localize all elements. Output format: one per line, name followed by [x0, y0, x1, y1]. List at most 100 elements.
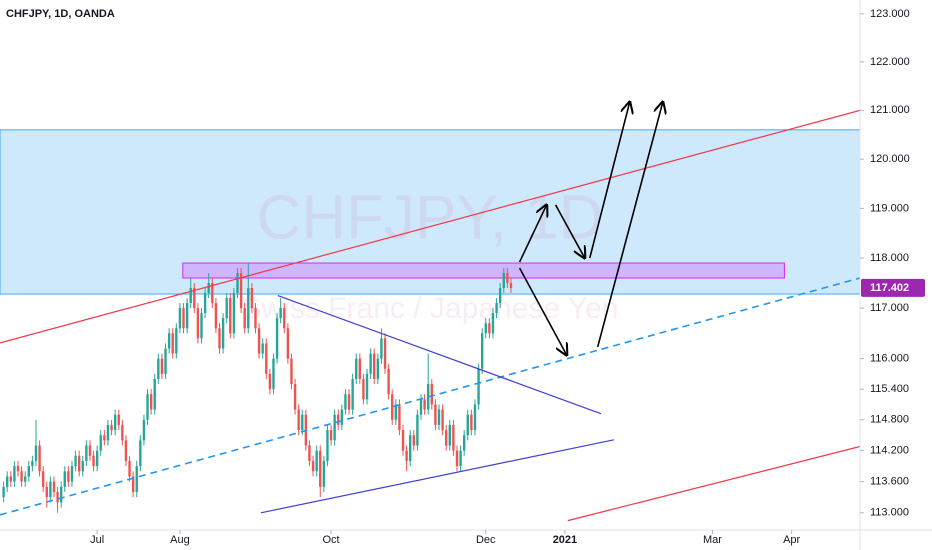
candle [409, 430, 412, 467]
candle-body [113, 414, 117, 431]
candle [67, 466, 70, 487]
candle [88, 440, 92, 461]
candle [52, 476, 56, 498]
candle [351, 373, 354, 415]
candle-body [49, 481, 52, 498]
arrow [554, 204, 585, 258]
candle [293, 378, 297, 415]
candle-body [142, 419, 146, 441]
candle-body [67, 471, 70, 482]
candle-body [272, 358, 275, 390]
candle [92, 450, 95, 472]
candle [31, 455, 34, 472]
candle [225, 293, 228, 324]
candle-body [301, 414, 304, 431]
candle-body [27, 466, 30, 477]
candle [347, 389, 351, 415]
last-price-label: 117.402 [870, 282, 909, 294]
candle-body [337, 414, 340, 425]
candle-body [229, 298, 232, 334]
candle-body [344, 394, 347, 410]
x-tick-label: Mar [703, 534, 722, 546]
candle-body [135, 466, 138, 493]
candle [488, 318, 491, 339]
candle-body [340, 409, 344, 425]
candle-body [41, 471, 45, 487]
candle [315, 445, 318, 477]
candle [387, 363, 390, 400]
candle [38, 440, 41, 477]
candle-body [236, 273, 239, 294]
candle-body [88, 445, 92, 456]
candle-body [257, 328, 261, 354]
candle [193, 283, 196, 314]
candle [113, 409, 117, 436]
candle-body [221, 318, 225, 349]
candle-body [268, 373, 272, 390]
candle [444, 424, 448, 451]
candle [9, 471, 12, 487]
candle [106, 419, 110, 446]
candle [247, 263, 250, 334]
candle [243, 303, 246, 334]
candle [391, 389, 394, 425]
candle-body [23, 476, 27, 482]
candle [405, 445, 408, 472]
candle-body [495, 303, 498, 314]
candle-body [293, 384, 297, 410]
candle-body [297, 409, 300, 431]
candle-body [423, 399, 426, 410]
candle [218, 323, 221, 354]
candle [128, 455, 131, 482]
candle [329, 424, 333, 446]
candle-body [480, 333, 484, 369]
candle-body [502, 273, 505, 289]
candle [13, 460, 16, 487]
candle [63, 466, 66, 493]
candle [311, 455, 315, 477]
candle-body [175, 328, 178, 354]
trend-line [0, 109, 860, 344]
candle [261, 338, 264, 359]
y-tick-label: 116.000 [870, 353, 909, 365]
candle [99, 430, 102, 456]
candle [401, 424, 405, 456]
candle [423, 394, 426, 415]
candle [455, 445, 459, 472]
candle-body [448, 424, 451, 446]
candle-body [167, 333, 171, 349]
candle-body [430, 384, 433, 405]
candle-body [391, 394, 394, 420]
x-tick-label: Apr [783, 534, 800, 546]
candle-body [70, 466, 74, 482]
candle [380, 328, 383, 364]
candle [182, 303, 185, 334]
candle-body [178, 308, 182, 329]
candle-body [498, 288, 502, 304]
trend-line [567, 445, 860, 522]
candle [135, 460, 138, 498]
candle-body [103, 435, 106, 441]
y-tick-label: 123.000 [870, 8, 910, 20]
candle [189, 278, 192, 309]
candle [272, 353, 275, 395]
candle-body [232, 293, 236, 334]
candle [103, 430, 106, 446]
y-tick-label: 120.000 [870, 153, 910, 165]
candle [211, 278, 214, 309]
candle [319, 445, 322, 498]
y-tick-label: 115.400 [870, 383, 909, 395]
candle-body [405, 450, 408, 461]
candle [110, 419, 113, 436]
candle-body [153, 378, 156, 410]
candle-body [59, 486, 63, 503]
candle-body [261, 343, 264, 354]
candle [459, 445, 462, 472]
candle [16, 460, 20, 477]
candle-body [308, 445, 311, 461]
candle [452, 419, 455, 456]
candle-body [239, 273, 243, 309]
candle-body [369, 353, 372, 374]
candle [340, 404, 344, 431]
candle [124, 435, 128, 467]
